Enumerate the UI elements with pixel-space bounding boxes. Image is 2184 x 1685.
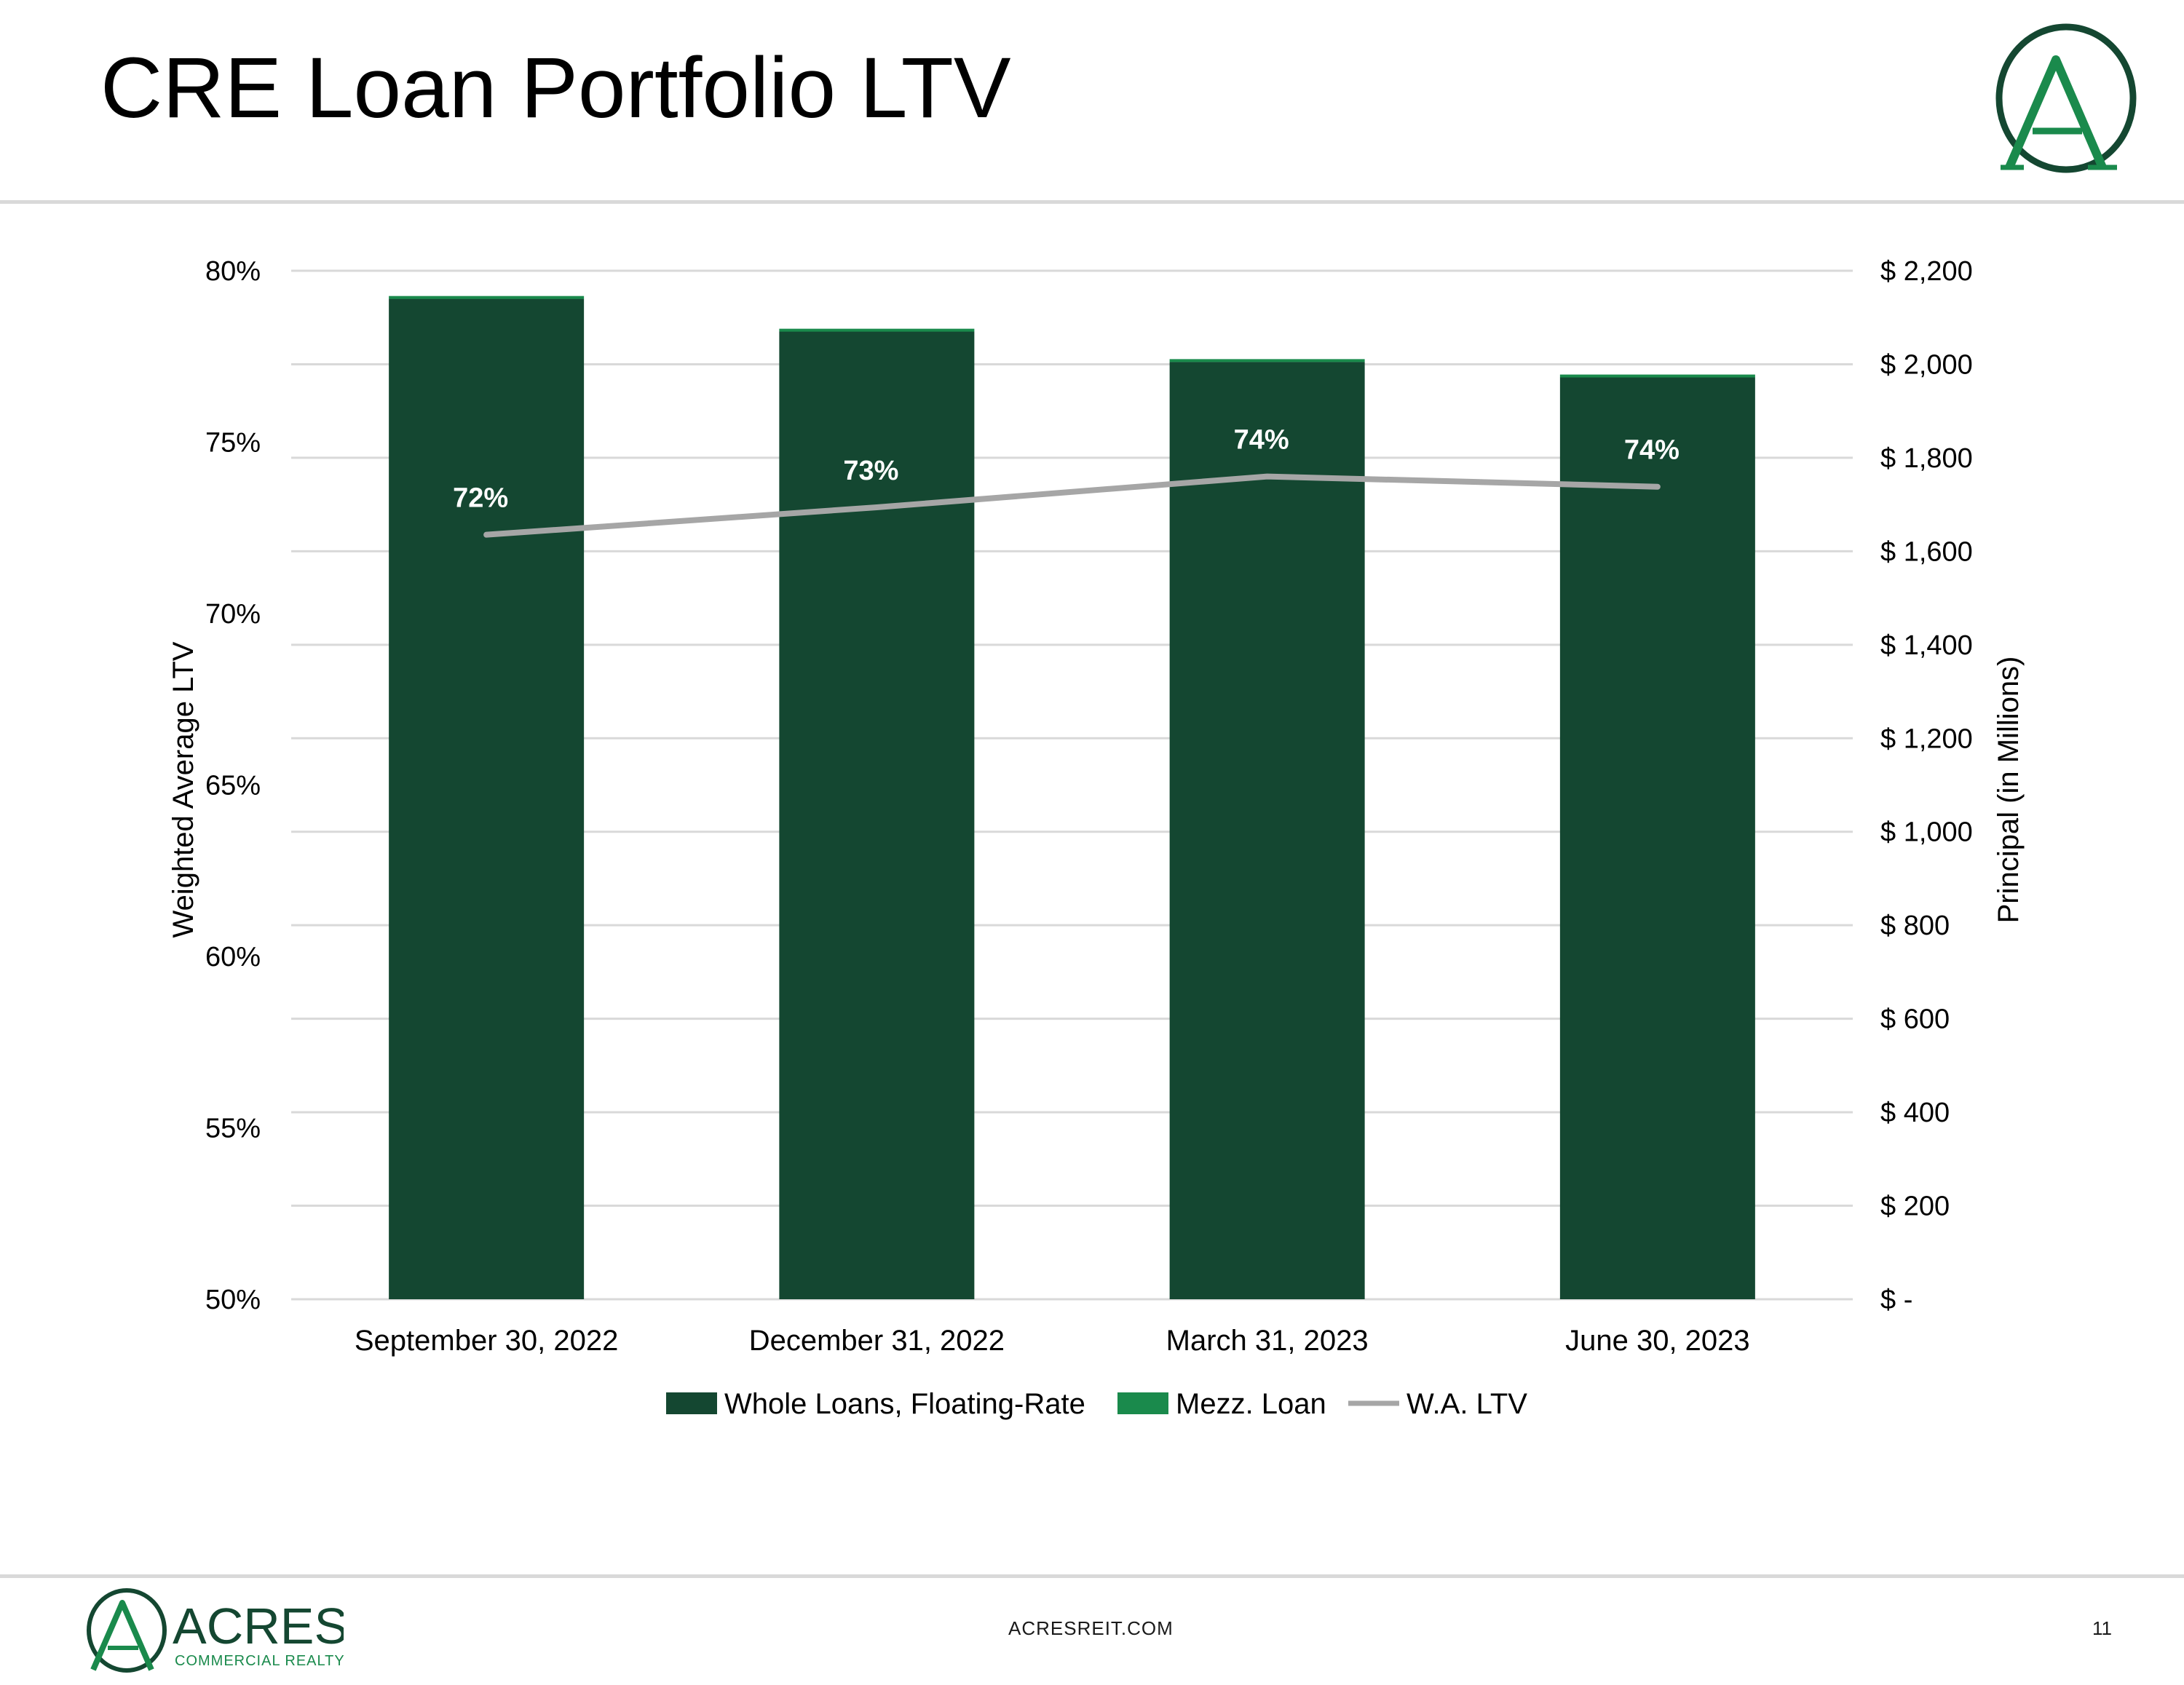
y-right-tick-label: $ 2,200 [1880, 256, 1973, 287]
x-tick-label: December 31, 2022 [749, 1325, 1005, 1357]
y-right-tick-label: $ 200 [1880, 1192, 1950, 1222]
y-left-tick-label: 80% [205, 256, 261, 287]
y-right-axis-label: Principal (in Millions) [1993, 657, 2025, 924]
footer-logo-brand: ACRES [173, 1598, 344, 1654]
footer-acres-logo: ACRES COMMERCIAL REALTY [87, 1588, 344, 1673]
y-right-tick-label: $ 400 [1880, 1098, 1950, 1128]
bar-mezz-loan [1559, 374, 1755, 378]
ltv-data-label: 74% [1234, 425, 1289, 456]
y-left-tick-label: 75% [205, 428, 261, 459]
y-left-tick-label: 55% [205, 1114, 261, 1144]
footer-logo-sub: COMMERCIAL REALTY [175, 1653, 344, 1669]
acres-logo-icon [1995, 23, 2137, 173]
y-left-axis-label: Weighted Average LTV [167, 641, 199, 937]
y-right-tick-label: $ 2,000 [1880, 349, 1973, 380]
bar-mezz-loan [779, 328, 975, 332]
legend-label: Whole Loans, Floating-Rate [724, 1388, 1085, 1420]
footer-url[interactable]: ACRESREIT.COM [1008, 1617, 1174, 1639]
y-right-tick-label: $ 1,000 [1880, 817, 1973, 848]
legend-swatch [666, 1392, 717, 1414]
footer-divider [0, 1574, 2184, 1578]
y-left-tick-label: 70% [205, 599, 261, 630]
bar-mezz-loan [389, 296, 585, 299]
x-tick-label: March 31, 2023 [1166, 1325, 1369, 1357]
legend-label: Mezz. Loan [1176, 1388, 1326, 1420]
series-line-wa-ltv [483, 473, 1661, 538]
bar-whole-loans [1169, 362, 1365, 1300]
y-right-tick-label: $ 1,200 [1880, 723, 1973, 754]
bar-mezz-loan [1169, 359, 1365, 362]
ltv-data-label: 74% [1624, 435, 1679, 466]
legend-label: W.A. LTV [1406, 1388, 1527, 1420]
y-right-tick-label: $ 1,400 [1880, 630, 1973, 661]
ltv-data-label: 72% [453, 483, 508, 514]
y-right-tick-label: $ 800 [1880, 911, 1950, 941]
x-tick-label: September 30, 2022 [355, 1325, 618, 1357]
y-left-tick-label: 50% [205, 1285, 261, 1315]
bar-whole-loans [1559, 377, 1755, 1299]
page-number: 11 [2092, 1617, 2112, 1639]
y-right-tick-label: $ - [1880, 1285, 1912, 1315]
ltv-data-label: 73% [843, 456, 898, 486]
y-right-tick-label: $ 1,600 [1880, 536, 1973, 567]
bar-whole-loans [389, 298, 585, 1299]
x-tick-label: June 30, 2023 [1565, 1325, 1750, 1357]
header-divider [0, 200, 2184, 204]
y-right-tick-label: $ 1,800 [1880, 443, 1973, 474]
y-right-tick-label: $ 600 [1880, 1004, 1950, 1035]
bar-whole-loans [779, 331, 975, 1299]
y-left-tick-label: 65% [205, 771, 261, 801]
slide-title: CRE Loan Portfolio LTV [100, 40, 1011, 136]
legend-swatch [1117, 1392, 1168, 1414]
y-left-tick-label: 60% [205, 942, 261, 972]
chart-legend: Whole Loans, Floating-Rate Mezz. Loan W.A.… [666, 1388, 1527, 1420]
